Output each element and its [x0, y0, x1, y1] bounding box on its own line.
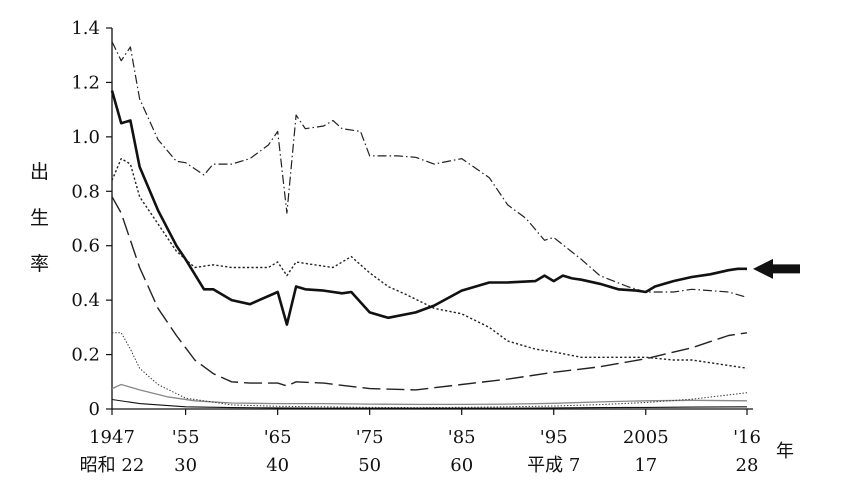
y-tick-label: 0.2: [71, 345, 100, 366]
axes: [111, 28, 753, 410]
x-tick-era-label: 17: [634, 455, 657, 476]
x-tick-label: '75: [356, 427, 384, 448]
y-tick-label: 0.4: [71, 290, 100, 311]
series-line-dotted: [111, 157, 748, 369]
x-tick-era-label: 50: [358, 455, 381, 476]
series-line-solid-bold: [110, 90, 747, 326]
y-tick-label: 0.8: [71, 181, 100, 202]
series-line-thin-solid: [111, 398, 748, 409]
y-axis-label-char: 出: [30, 161, 49, 183]
y-axis-label-char: 生: [30, 207, 49, 229]
y-tick-label: 0.6: [71, 236, 100, 257]
x-tick-era-label: 28: [736, 455, 759, 476]
x-tick-era-label: 40: [266, 455, 289, 476]
x-tick-label: 2005: [623, 427, 669, 448]
x-axis-unit-label: 年: [776, 441, 794, 462]
series-line-thin-dotted: [112, 332, 748, 409]
arrow-icon: [753, 258, 800, 279]
series-line-long-dash: [111, 196, 748, 391]
y-tick-label: 1.0: [71, 127, 100, 148]
x-tick-label: '85: [448, 427, 476, 448]
series-line-dash-dot: [111, 41, 748, 298]
y-axis-label-char: 率: [30, 253, 49, 275]
x-tick-label: '55: [172, 427, 200, 448]
x-tick-era-label: 平成 7: [527, 455, 580, 476]
x-axis-ticks: 1947 昭和 22 '55 30 '65 40 '75 50 '85 60 '95 平成 7 2005…: [80, 409, 761, 476]
x-tick-label: 1947: [89, 427, 135, 448]
x-tick-label: '65: [264, 427, 292, 448]
y-tick-label: 1.2: [71, 72, 100, 93]
x-tick-label: '16: [733, 427, 761, 448]
data-series: [110, 41, 748, 409]
y-axis-label: 出 生 率: [30, 161, 49, 275]
x-tick-era-label: 60: [450, 455, 473, 476]
y-tick-label: 0: [89, 399, 100, 420]
series-line-thin-gray: [111, 383, 748, 406]
x-tick-era-label: 30: [174, 455, 197, 476]
highlight-marker: [753, 258, 800, 279]
y-axis-ticks: 0 0.2 0.4 0.6 0.8 1.0 1.2 1.4: [71, 18, 112, 420]
x-tick-label: '95: [540, 427, 568, 448]
x-tick-era-label: 昭和 22: [80, 455, 145, 476]
y-tick-label: 1.4: [71, 18, 100, 39]
